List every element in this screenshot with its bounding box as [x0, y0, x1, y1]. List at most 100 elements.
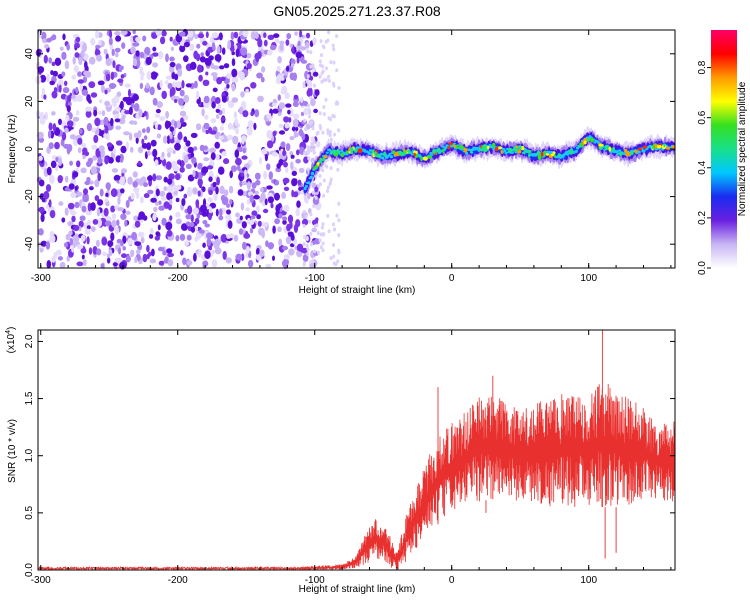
spectrogram-noise-cell	[136, 59, 141, 68]
spectrogram-peak-cell	[629, 150, 634, 156]
spectrogram-peak-cell	[455, 144, 459, 149]
spectrogram-noise-cell	[284, 92, 290, 99]
spectrogram-noise-cell	[68, 183, 75, 190]
spectrogram-marks	[35, 28, 676, 271]
spectrogram-noise-cell	[272, 131, 277, 137]
spectrogram-noise-cell	[198, 229, 205, 234]
spectrogram-noise-cell	[319, 63, 322, 68]
spectrogram-noise-cell	[212, 181, 217, 188]
spectrogram-noise-cell	[139, 82, 144, 89]
spectrogram-noise-cell	[43, 94, 47, 100]
spectrogram-noise-cell	[160, 36, 166, 45]
spectrogram-noise-cell	[221, 47, 226, 55]
spectrogram-noise-cell	[49, 80, 55, 86]
spectrogram-peak-cell	[652, 143, 655, 149]
spectrogram-noise-cell	[166, 230, 173, 237]
spectrogram-noise-cell	[333, 132, 337, 137]
spectrogram-noise-cell	[292, 113, 300, 119]
spectrogram-noise-cell	[241, 101, 247, 109]
spectrogram-noise-cell	[282, 245, 288, 251]
spectrogram-noise-cell	[235, 157, 242, 166]
spectrogram-noise-cell	[65, 114, 70, 122]
spectrogram-noise-cell	[214, 54, 222, 62]
snr-x-tick-label: 0	[449, 575, 455, 586]
spectrogram-noise-cell	[185, 140, 191, 147]
snr-y-tick-label: 1.0	[24, 448, 35, 462]
spectrogram-noise-cell	[308, 110, 312, 115]
spectrogram-noise-cell	[155, 28, 162, 37]
spectrogram-noise-cell	[253, 122, 257, 131]
spectrogram-noise-cell	[195, 90, 200, 100]
spectrogram-noise-cell	[312, 150, 316, 155]
spectrogram-noise-cell	[104, 89, 108, 95]
spectrogram-noise-cell	[192, 187, 198, 195]
spectrogram-y-tick-label: 20	[24, 95, 35, 107]
spectrogram-peak-cell	[491, 142, 496, 148]
spectrogram-noise-cell	[309, 231, 313, 236]
spectrogram-noise-cell	[111, 48, 115, 56]
spectrogram-noise-cell	[111, 213, 117, 220]
spectrogram-noise-cell	[313, 83, 316, 88]
spectrogram-noise-cell	[211, 32, 219, 39]
spectrogram-noise-cell	[67, 220, 74, 227]
spectrogram-noise-cell	[104, 156, 109, 165]
snr-y-tick-label: 0.5	[24, 505, 35, 519]
spectrogram-noise-cell	[76, 94, 83, 103]
spectrogram-noise-cell	[64, 207, 69, 216]
spectrogram-noise-cell	[107, 257, 111, 264]
spectrogram-noise-cell	[266, 129, 273, 139]
spectrogram-noise-cell	[284, 122, 290, 129]
spectrogram-noise-cell	[227, 220, 233, 229]
spectrogram-peak-cell	[590, 137, 594, 143]
spectrogram-noise-cell	[241, 155, 248, 160]
spectrogram-noise-cell	[97, 218, 102, 227]
spectrogram-noise-cell	[329, 60, 333, 65]
spectrogram-noise-cell	[66, 120, 74, 127]
spectrogram-noise-cell	[305, 235, 309, 242]
spectrogram-peak-cell	[633, 150, 639, 153]
spectrogram-noise-cell	[36, 131, 44, 139]
spectrogram-noise-cell	[215, 114, 220, 119]
spectrogram-noise-cell	[319, 182, 322, 187]
spectrogram-noise-cell	[325, 66, 328, 71]
spectrogram-ridge-cell	[325, 151, 329, 154]
spectrogram-noise-cell	[115, 155, 122, 163]
spectrogram-noise-cell	[145, 56, 152, 66]
spectrogram-noise-cell	[332, 83, 336, 88]
spectrogram-noise-cell	[289, 220, 293, 229]
spectrogram-peak-cell	[500, 149, 503, 154]
spectrogram-noise-cell	[306, 193, 311, 200]
spectrogram-peak-cell	[437, 147, 441, 153]
spectrogram-peak-cell	[483, 144, 487, 148]
spectrogram-noise-cell	[183, 114, 189, 121]
spectrogram-noise-cell	[139, 51, 145, 59]
spectrogram-noise-cell	[130, 46, 136, 54]
spectrogram-noise-cell	[229, 170, 233, 179]
spectrogram-noise-cell	[206, 237, 212, 247]
spectrogram-y-tick-label: 0	[24, 146, 35, 152]
spectrogram-noise-cell	[322, 105, 326, 109]
spectrogram-noise-cell	[179, 89, 185, 97]
spectrogram-peak-cell	[345, 150, 348, 155]
spectrogram-noise-cell	[207, 212, 212, 221]
spectrogram-noise-cell	[181, 198, 186, 207]
spectrogram-noise-cell	[108, 249, 113, 257]
spectrogram-noise-cell	[231, 97, 239, 103]
spectrogram-noise-cell	[167, 152, 171, 158]
spectrogram-noise-cell	[329, 166, 333, 171]
spectrogram-peak-cell	[442, 148, 445, 154]
spectrogram-noise-cell	[319, 39, 323, 44]
spectrogram-noise-cell	[254, 31, 259, 40]
spectrogram-noise-cell	[286, 237, 291, 245]
spectrogram-noise-cell	[52, 123, 57, 132]
spectrogram-noise-cell	[327, 30, 331, 35]
spectrogram-noise-cell	[183, 94, 190, 103]
spectrogram-noise-cell	[183, 136, 188, 143]
spectrogram-noise-cell	[99, 188, 104, 197]
spectrogram-noise-cell	[185, 163, 192, 169]
spectrogram-noise-cell	[302, 223, 306, 228]
spectrogram-noise-cell	[245, 88, 249, 93]
spectrogram-noise-cell	[82, 42, 87, 52]
spectrogram-noise-cell	[121, 253, 127, 259]
